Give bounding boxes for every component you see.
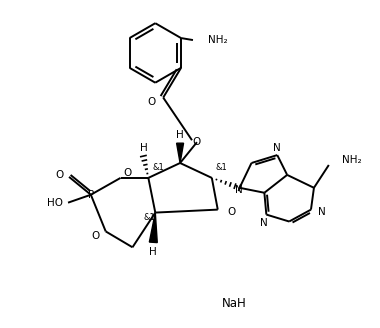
Text: H: H: [139, 143, 147, 153]
Text: P: P: [88, 190, 94, 200]
Text: O: O: [228, 207, 236, 216]
Text: NaH: NaH: [222, 297, 247, 310]
Polygon shape: [149, 213, 157, 243]
Text: NH₂: NH₂: [208, 35, 228, 45]
Text: &1: &1: [143, 213, 155, 222]
Text: HO: HO: [47, 198, 63, 208]
Text: H: H: [149, 247, 157, 257]
Text: O: O: [193, 137, 201, 147]
Text: O: O: [124, 168, 132, 178]
Text: N: N: [273, 143, 281, 153]
Text: N: N: [235, 185, 242, 195]
Text: NH₂: NH₂: [342, 155, 361, 165]
Text: O: O: [92, 231, 100, 241]
Text: &1: &1: [216, 163, 228, 173]
Polygon shape: [177, 143, 184, 163]
Text: O: O: [147, 96, 155, 107]
Text: O: O: [56, 170, 64, 180]
Text: &1: &1: [152, 163, 164, 173]
Text: N: N: [318, 207, 326, 216]
Text: N: N: [260, 217, 268, 228]
Text: H: H: [176, 130, 184, 140]
